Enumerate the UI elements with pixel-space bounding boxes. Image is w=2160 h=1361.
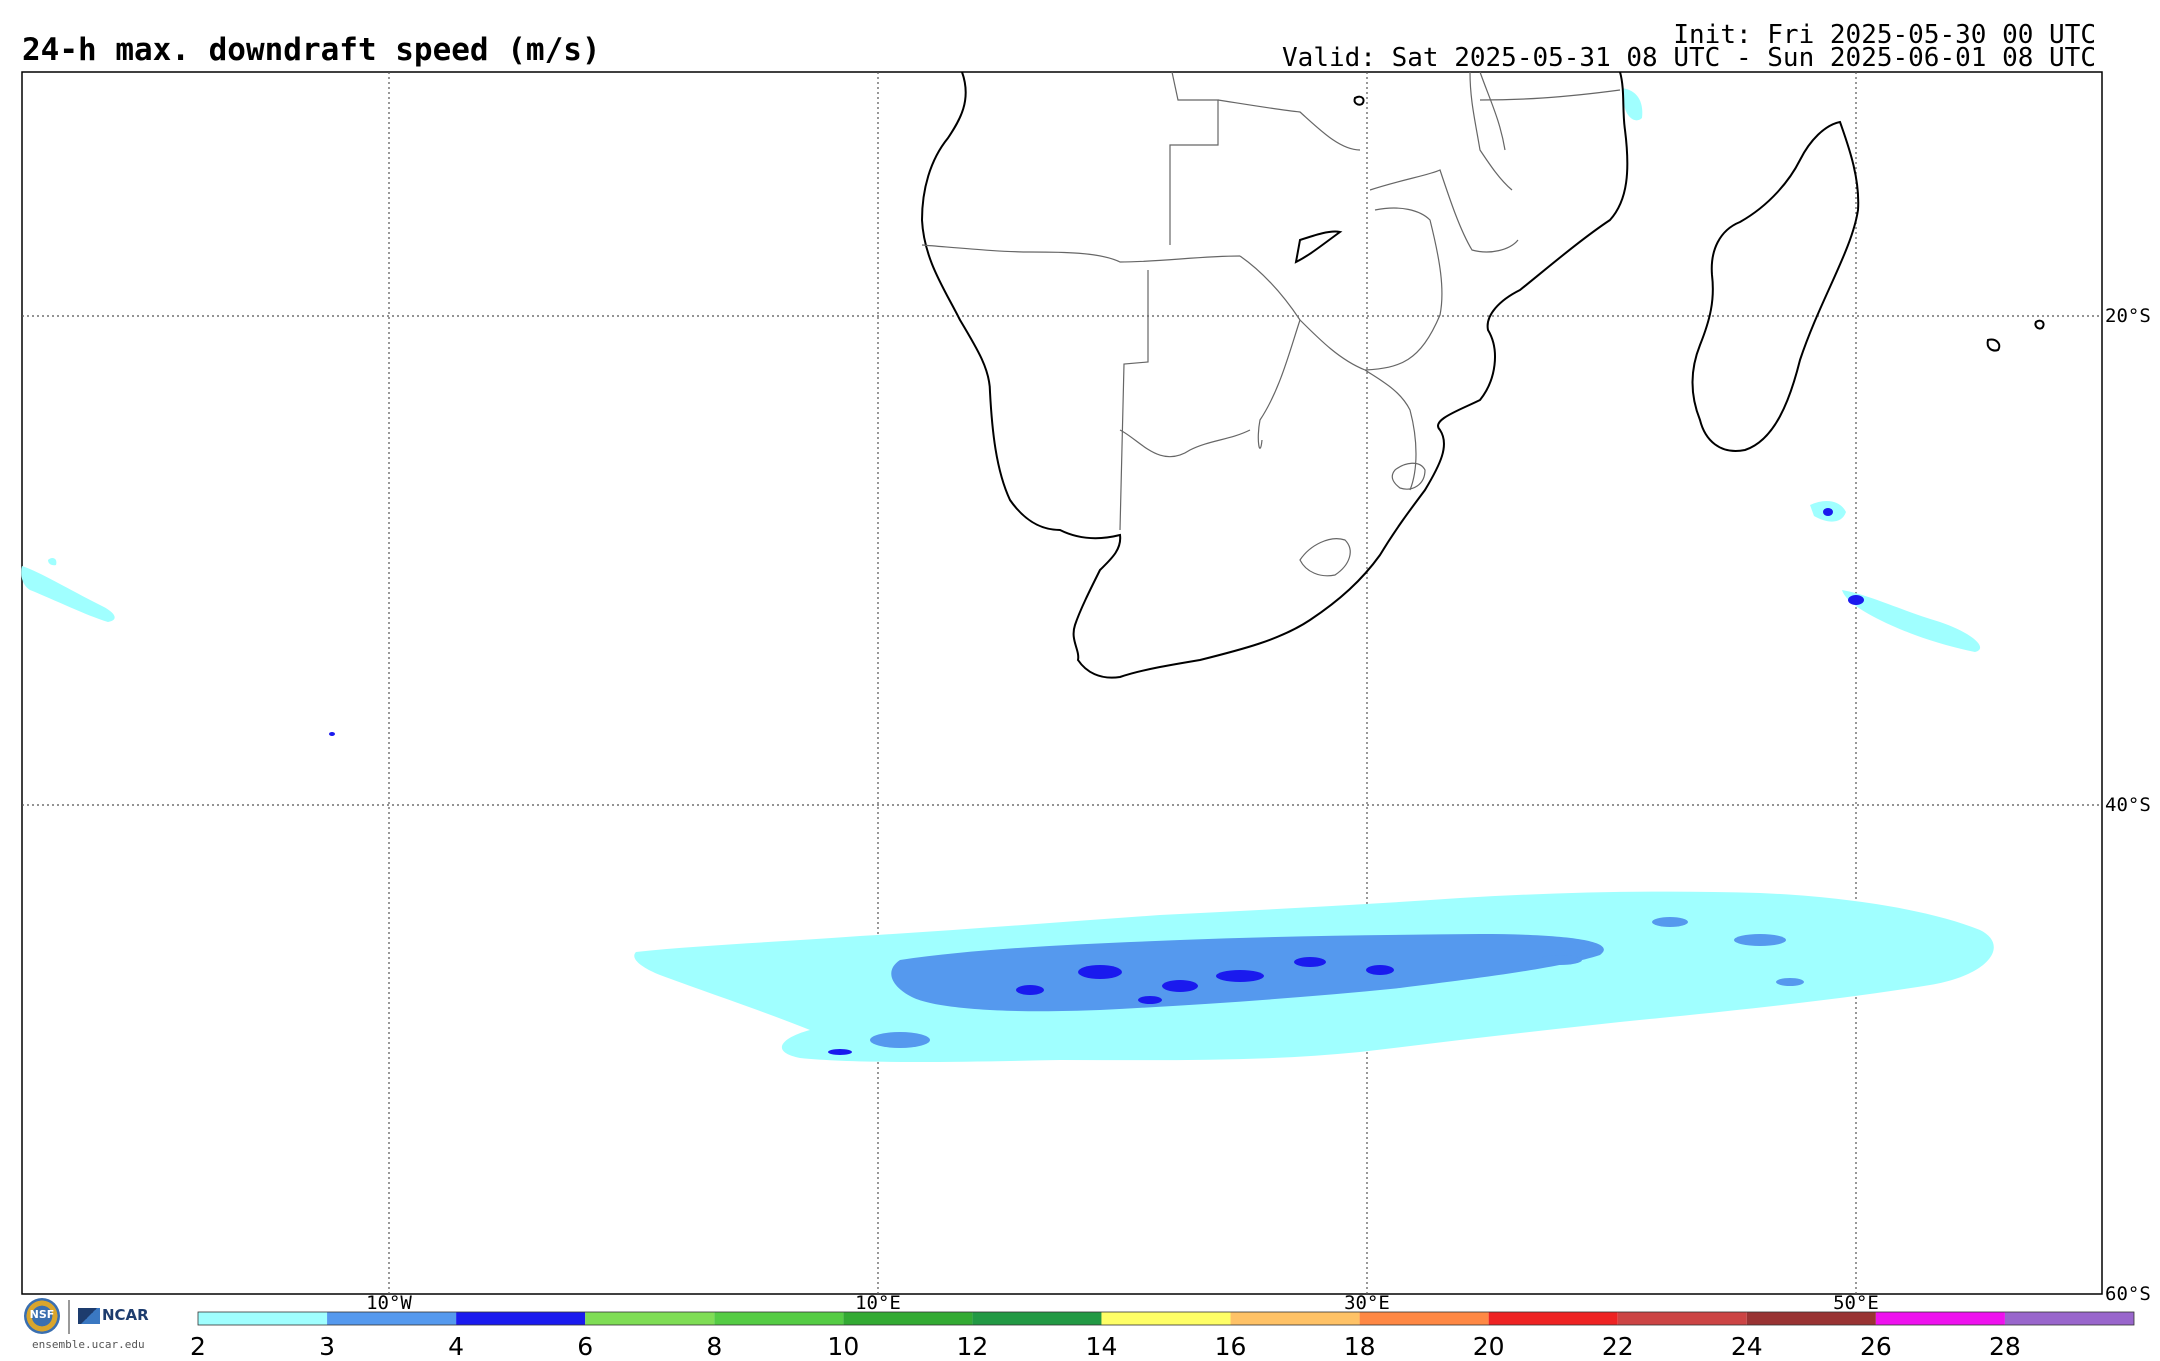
lat-label-20s: 20°S xyxy=(2105,305,2151,327)
field-blob-high xyxy=(1366,965,1394,975)
east-field-mid xyxy=(329,508,1864,736)
lon-label-10w: 10°W xyxy=(366,1292,412,1314)
colorbar-tick-label: 2 xyxy=(190,1332,206,1361)
field-blob-high xyxy=(1016,985,1044,995)
reunion-coast xyxy=(2034,319,2045,330)
field-blob-high xyxy=(1216,970,1264,982)
field-blob-high xyxy=(1162,980,1198,992)
colorbar-tick-label: 14 xyxy=(1085,1332,1118,1361)
colorbar-tick-label: 28 xyxy=(1989,1332,2021,1361)
valid-time: Valid: Sat 2025-05-31 08 UTC - Sun 2025-… xyxy=(1282,43,2096,73)
colorbar-tick-label: 4 xyxy=(448,1332,465,1361)
colorbar-tick-label: 22 xyxy=(1601,1332,1634,1361)
east-field-patch xyxy=(1842,590,1981,652)
colorbar-tick-label: 3 xyxy=(319,1332,336,1361)
field-blob-high xyxy=(828,1049,852,1055)
west-field xyxy=(21,557,115,622)
colorbar-tick-label: 12 xyxy=(956,1332,989,1361)
lake-coast xyxy=(1353,95,1365,106)
colorbar-tick-label: 6 xyxy=(577,1332,594,1361)
field-blob-high xyxy=(1294,957,1326,967)
border xyxy=(1479,71,1506,151)
border xyxy=(1299,538,1351,577)
border xyxy=(1364,207,1443,371)
field-blob-high xyxy=(1078,965,1122,979)
country-borders xyxy=(921,71,1621,577)
east-field-core xyxy=(1848,595,1864,605)
west-field-patch xyxy=(48,557,57,566)
west-field-patch xyxy=(21,566,115,622)
border xyxy=(1391,462,1426,490)
field-blob-mid xyxy=(1776,978,1804,986)
border xyxy=(1119,270,1149,531)
border xyxy=(1169,71,1219,245)
border xyxy=(1469,71,1513,191)
map-frame xyxy=(21,71,2103,1295)
lake-kariba xyxy=(1294,230,1343,264)
border xyxy=(1364,369,1417,491)
lat-label-40s: 40°S xyxy=(2105,794,2151,816)
border xyxy=(1369,169,1519,253)
colorbar-tick-label: 18 xyxy=(1343,1332,1376,1361)
field-blob-mid xyxy=(1652,917,1688,927)
lon-label-30e: 30°E xyxy=(1344,1292,1390,1314)
nsf-logo-text: NSF xyxy=(29,1308,55,1321)
coastlines xyxy=(920,71,2045,679)
east-field-core xyxy=(329,732,335,736)
field-blob-mid xyxy=(1734,934,1786,946)
field-blob-high xyxy=(1138,996,1162,1004)
lon-label-50e: 50°E xyxy=(1833,1292,1879,1314)
graticule xyxy=(22,72,2102,1294)
logo-divider xyxy=(68,1300,70,1334)
border xyxy=(1217,99,1361,151)
nsf-logo: NSF xyxy=(24,1298,60,1334)
ncar-logo: NCAR xyxy=(78,1306,149,1324)
east-field-patch xyxy=(1622,88,1643,121)
colorbar-tick-label: 24 xyxy=(1730,1332,1763,1361)
colorbar-tick-label: 20 xyxy=(1472,1332,1505,1361)
colorbar-tick-label: 26 xyxy=(1859,1332,1892,1361)
footer-url: ensemble.ucar.edu xyxy=(32,1338,145,1351)
east-field-core xyxy=(1823,508,1833,516)
east-field xyxy=(1622,88,1981,652)
border xyxy=(1257,319,1301,449)
lat-label-60s: 60°S xyxy=(2105,1283,2151,1305)
field-blob-mid xyxy=(1538,955,1582,965)
colorbar-tick-label: 16 xyxy=(1214,1332,1247,1361)
mauritius-coast xyxy=(1986,338,2001,352)
border xyxy=(1479,89,1621,101)
border xyxy=(1119,429,1251,458)
lon-label-10e: 10°E xyxy=(855,1292,901,1314)
map-title: 24-h max. downdraft speed (m/s) xyxy=(22,32,601,68)
colorbar-tick-label: 10 xyxy=(827,1332,860,1361)
madagascar-coast xyxy=(1691,120,1860,452)
downdraft-field-high xyxy=(828,957,1394,1055)
africa-coast xyxy=(920,71,1629,679)
field-blob-mid xyxy=(870,1032,930,1048)
init-time: Init: Fri 2025-05-30 00 UTC xyxy=(1673,20,2096,50)
ncar-flag-icon xyxy=(78,1307,100,1324)
colorbar-tick-label: 8 xyxy=(706,1332,723,1361)
border xyxy=(921,244,1241,263)
border xyxy=(1239,255,1366,371)
ncar-logo-text: NCAR xyxy=(102,1306,149,1324)
